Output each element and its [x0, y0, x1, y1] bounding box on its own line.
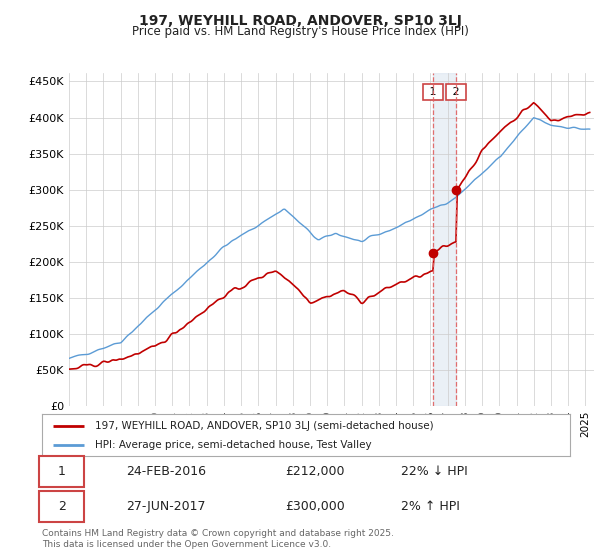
Text: Contains HM Land Registry data © Crown copyright and database right 2025.
This d: Contains HM Land Registry data © Crown c… [42, 529, 394, 549]
Text: £212,000: £212,000 [285, 465, 344, 478]
Text: 2% ↑ HPI: 2% ↑ HPI [401, 500, 460, 513]
Text: Price paid vs. HM Land Registry's House Price Index (HPI): Price paid vs. HM Land Registry's House … [131, 25, 469, 38]
Text: 197, WEYHILL ROAD, ANDOVER, SP10 3LJ (semi-detached house): 197, WEYHILL ROAD, ANDOVER, SP10 3LJ (se… [95, 421, 433, 431]
Text: 2: 2 [58, 500, 66, 513]
FancyBboxPatch shape [40, 491, 84, 522]
Text: 27-JUN-2017: 27-JUN-2017 [127, 500, 206, 513]
Text: HPI: Average price, semi-detached house, Test Valley: HPI: Average price, semi-detached house,… [95, 440, 371, 450]
Text: 22% ↓ HPI: 22% ↓ HPI [401, 465, 468, 478]
Text: 1: 1 [58, 465, 66, 478]
Text: 197, WEYHILL ROAD, ANDOVER, SP10 3LJ: 197, WEYHILL ROAD, ANDOVER, SP10 3LJ [139, 14, 461, 28]
Bar [433, 73, 456, 406]
Text: 24-FEB-2016: 24-FEB-2016 [127, 465, 206, 478]
Text: 1: 1 [426, 87, 440, 97]
Text: £300,000: £300,000 [285, 500, 344, 513]
Text: 2: 2 [449, 87, 463, 97]
FancyBboxPatch shape [40, 456, 84, 487]
